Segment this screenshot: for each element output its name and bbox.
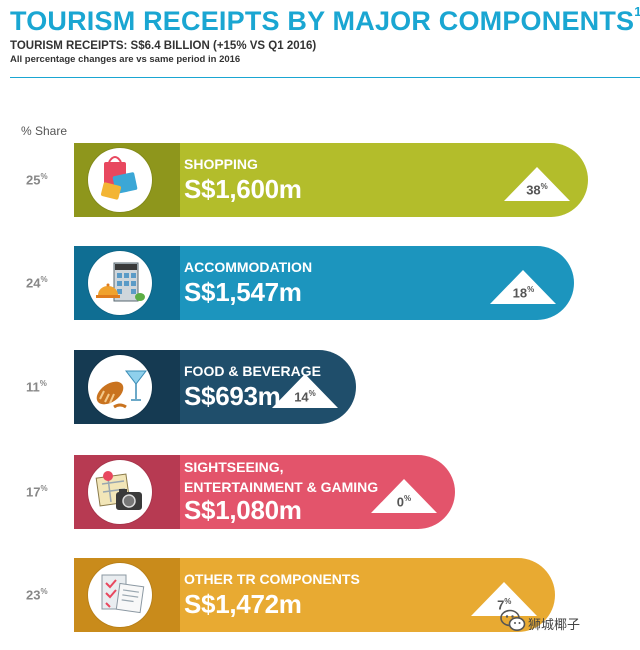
category-label: SIGHTSEEING, ENTERTAINMENT & GAMING <box>184 459 378 495</box>
change-up-triangle-icon <box>504 167 570 201</box>
change-number: 0 <box>396 494 405 510</box>
chart-note: All percentage changes are vs same perio… <box>10 54 241 65</box>
chart-title: TOURISM RECEIPTS BY MAJOR COMPONENTS1 <box>10 4 640 37</box>
component-bar: SHOPPING S$1,600m <box>74 143 588 217</box>
map-camera-icon <box>88 460 152 524</box>
share-unit: % <box>40 275 48 284</box>
change-number: 7 <box>497 597 505 613</box>
share-number: 25 <box>26 172 41 188</box>
category-label-line: OTHER TR COMPONENTS <box>184 571 360 587</box>
share-value: 23% <box>26 587 66 602</box>
change-unit: % <box>527 285 535 294</box>
share-number: 11 <box>26 379 40 395</box>
title-footnote-marker: 1 <box>634 4 640 19</box>
value-label: S$1,547m <box>184 277 302 307</box>
value-label: S$1,080m <box>184 495 302 525</box>
chart-title-text: TOURISM RECEIPTS BY MAJOR COMPONENTS <box>10 6 635 36</box>
change-number: 38 <box>526 182 541 198</box>
category-label-line: ACCOMMODATION <box>184 259 313 275</box>
component-bar: ACCOMMODATION S$1,547m <box>74 246 575 320</box>
change-unit: % <box>404 494 412 503</box>
change-triangle-shape <box>504 167 570 201</box>
change-triangle-shape <box>370 479 437 513</box>
category-label: SHOPPING <box>184 156 258 172</box>
share-unit: % <box>40 587 48 596</box>
change-triangle-shape <box>471 582 538 616</box>
watermark-text: 狮城椰子 <box>528 617 581 632</box>
share-value: 17% <box>26 484 66 499</box>
change-up-triangle-icon <box>490 270 557 304</box>
share-unit: % <box>40 484 48 493</box>
value-label: S$1,472m <box>184 589 302 619</box>
chart-subtitle: TOURISM RECEIPTS: S$6.4 BILLION (+15% VS… <box>10 40 317 52</box>
category-label-line: FOOD & BEVERAGE <box>184 363 321 379</box>
header-divider <box>10 77 640 78</box>
value-label: S$1,600m <box>184 174 302 204</box>
category-label: ACCOMMODATION <box>184 259 312 275</box>
change-label: 38% <box>504 182 570 197</box>
share-value: 24% <box>26 275 66 290</box>
shopping-bag-icon <box>88 148 152 212</box>
change-label: 7% <box>471 597 537 612</box>
hotel-icon <box>88 251 152 315</box>
change-number: 18 <box>512 285 528 301</box>
receipt-icon <box>88 563 152 627</box>
change-up-triangle-icon <box>272 374 338 408</box>
change-unit: % <box>540 182 548 191</box>
component-bar: OTHER TR COMPONENTS S$1,472m <box>74 558 556 632</box>
share-number: 24 <box>26 275 41 291</box>
value-label: S$693m <box>184 381 281 411</box>
change-unit: % <box>504 597 512 606</box>
category-label-line: SIGHTSEEING, <box>184 459 284 475</box>
share-value: 11% <box>26 379 66 394</box>
share-unit: % <box>39 379 47 388</box>
change-up-triangle-icon <box>471 582 538 616</box>
change-unit: % <box>308 389 316 398</box>
change-triangle-shape <box>490 270 557 304</box>
change-number: 14 <box>294 389 309 405</box>
share-unit: % <box>40 172 48 181</box>
share-number: 23 <box>26 587 41 603</box>
wechat-logo-icon <box>500 609 526 631</box>
share-column-heading: % Share <box>21 124 68 138</box>
share-value: 25% <box>26 172 66 187</box>
change-label: 0% <box>371 494 437 509</box>
change-up-triangle-icon <box>370 479 437 513</box>
category-label: OTHER TR COMPONENTS <box>184 571 360 587</box>
category-label: FOOD & BEVERAGE <box>184 363 321 379</box>
category-label-line: ENTERTAINMENT & GAMING <box>184 479 379 495</box>
change-label: 14% <box>272 389 338 404</box>
food-icon <box>88 355 152 419</box>
category-label-line: SHOPPING <box>184 156 258 172</box>
change-triangle-shape <box>272 374 338 408</box>
share-number: 17 <box>26 484 41 500</box>
change-label: 18% <box>490 285 556 300</box>
